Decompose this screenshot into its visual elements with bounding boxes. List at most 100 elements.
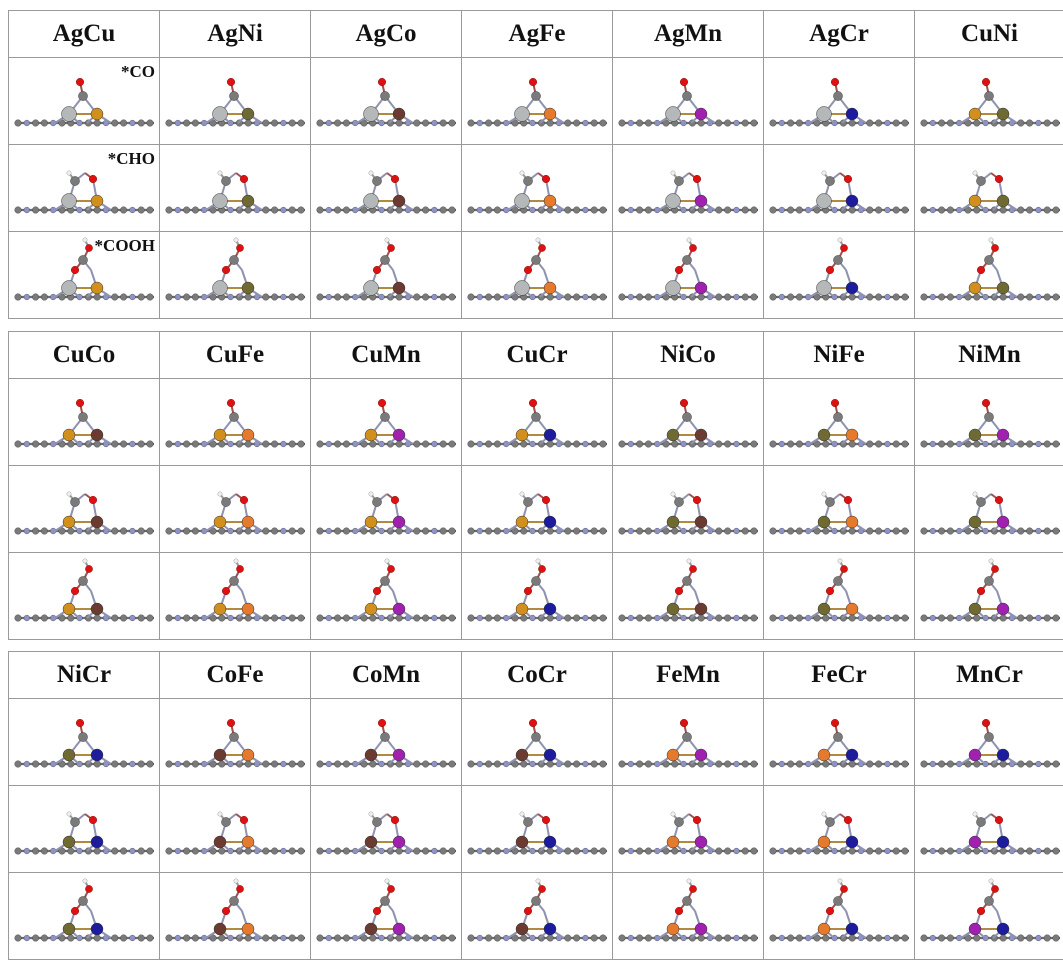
nitrogen-atom [23,847,30,855]
oxygen-atom [843,496,852,505]
metal-atom-mn [694,194,708,208]
carbon-atom [590,527,598,535]
carbon-atom [644,119,652,127]
structure-image [618,237,758,301]
carbon-atom [599,760,607,768]
carbon-atom [946,206,954,214]
nitrogen-atom [23,934,30,942]
carbon-atom [1026,293,1034,301]
metal-atom-ag [212,193,228,209]
carbon-atom [209,614,217,622]
pair-label: CuNi [915,11,1063,58]
metal-atom-fe [241,602,255,616]
carbon-atom [165,760,173,768]
carbon-atom [662,206,670,214]
oxygen-atom [373,907,382,916]
carbon-atom [485,527,493,535]
carbon-atom [342,760,350,768]
carbon-atom [564,847,572,855]
structure-image [618,170,758,214]
pair-label: CuCr [462,332,613,379]
carbon-atom [221,817,231,827]
pair-label: AgCr [764,11,915,58]
structure-cell [160,58,311,145]
carbon-atom [262,934,270,942]
carbon-atom [795,440,803,448]
carbon-atom [590,934,598,942]
metal-atom-ni [817,428,831,442]
hydrogen-atom [670,811,676,817]
carbon-atom [262,293,270,301]
carbon-atom [467,760,475,768]
oxygen-atom [830,719,839,728]
carbon-atom [875,847,883,855]
carbon-atom [448,760,456,768]
carbon-atom [946,527,954,535]
hydrogen-atom [821,170,827,176]
carbon-atom [1043,934,1051,942]
carbon-atom [984,255,994,265]
carbon-atom [493,614,501,622]
oxygen-atom [239,496,248,505]
carbon-atom [511,847,519,855]
metal-atom-mn [392,922,406,936]
pair-label: FeMn [613,652,764,699]
pair-label: CoMn [311,652,462,699]
nitrogen-atom [23,293,30,301]
carbon-atom [715,527,723,535]
carbon-atom [946,119,954,127]
carbon-atom [422,206,430,214]
carbon-atom [938,934,946,942]
metal-atom-fe [543,281,557,295]
carbon-atom [564,934,572,942]
carbon-atom [866,293,874,301]
carbon-atom [750,440,758,448]
nitrogen-atom [476,440,483,448]
carbon-atom [40,934,48,942]
nitrogen-atom [280,847,287,855]
carbon-atom [32,934,40,942]
carbon-atom [866,847,874,855]
carbon-atom [111,934,119,942]
carbon-atom [1043,440,1051,448]
carbon-atom [892,760,900,768]
carbon-atom [724,760,732,768]
carbon-atom [875,614,883,622]
nitrogen-atom [582,440,589,448]
carbon-atom [439,934,447,942]
carbon-atom [769,847,777,855]
carbon-atom [413,760,421,768]
carbon-atom [58,847,66,855]
nitrogen-atom [129,440,136,448]
carbon-atom [422,440,430,448]
carbon-atom [493,293,501,301]
carbon-atom [1017,206,1025,214]
carbon-atom [1052,119,1060,127]
structure-image [618,719,758,768]
adsorbate-row: *CO [9,58,1063,145]
nitrogen-atom [627,293,634,301]
carbon-atom [40,119,48,127]
nitrogen-atom [476,847,483,855]
carbon-atom [750,847,758,855]
oxygen-atom [840,244,848,252]
metal-atom-ag [61,106,77,122]
metal-atom-co [364,835,378,849]
nitrogen-atom [431,847,438,855]
carbon-atom [262,440,270,448]
nitrogen-atom [733,119,740,127]
nitrogen-atom [929,440,936,448]
structure-image [467,878,607,942]
carbon-atom [999,614,1007,622]
carbon-atom [848,847,856,855]
nitrogen-atom [23,206,30,214]
carbon-atom [741,206,749,214]
nitrogen-atom [476,527,483,535]
carbon-atom [342,614,350,622]
metal-atom-ag [61,193,77,209]
nitrogen-atom [1035,206,1042,214]
carbon-atom [724,614,732,622]
carbon-atom [697,847,705,855]
nitrogen-atom [280,527,287,535]
metal-atom-mn [694,922,708,936]
